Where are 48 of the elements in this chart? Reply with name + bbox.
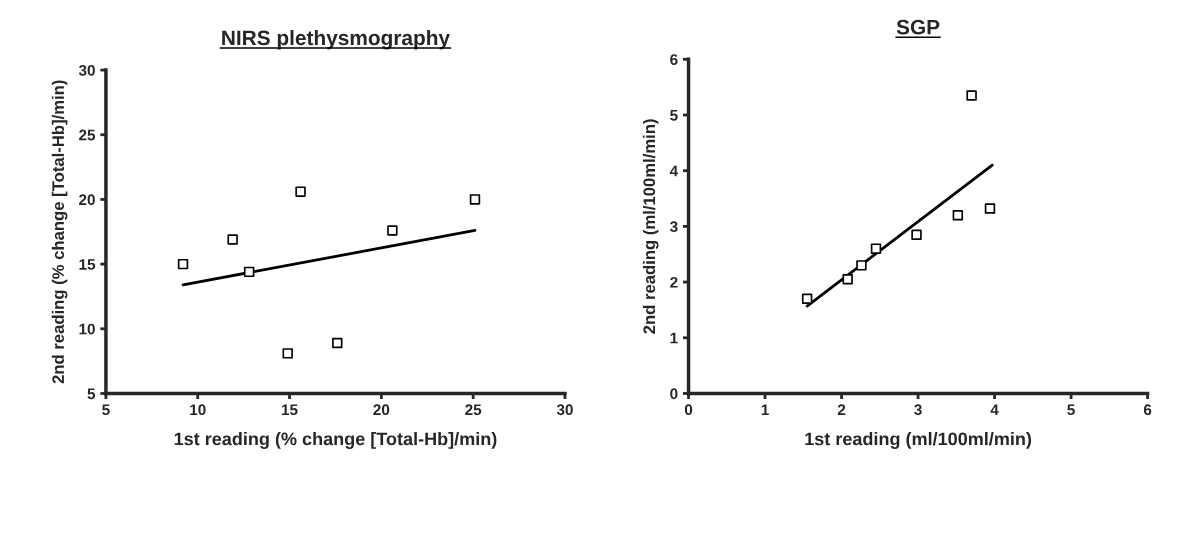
y-tick-label: 25 — [79, 129, 96, 141]
point — [332, 337, 343, 349]
x-tick-label: 6 — [1143, 404, 1152, 416]
point — [870, 243, 882, 254]
point — [387, 225, 398, 236]
point — [842, 274, 853, 285]
point — [227, 234, 238, 245]
y-tick-label: 4 — [669, 165, 679, 177]
point — [856, 260, 867, 271]
x-tick-label: 10 — [190, 404, 206, 416]
x-axis-title: 1st reading (ml/100ml/min) — [805, 432, 1032, 449]
y-tick-label: 3 — [669, 221, 678, 233]
x-tick-label: 30 — [556, 404, 573, 416]
y-tick-label: 5 — [87, 388, 96, 400]
x-tick-label: 5 — [1067, 404, 1075, 416]
y-axis-title: 2nd reading (ml/100ml/min) — [642, 119, 659, 334]
y-tick-label: 1 — [670, 332, 678, 344]
y-tick-label: 6 — [670, 54, 678, 65]
y-tick-label: 10 — [79, 323, 95, 335]
y-tick-label: 5 — [670, 110, 678, 121]
y-tick-label: 30 — [78, 64, 95, 76]
point — [243, 266, 255, 278]
x-tick-label: 4 — [990, 404, 999, 415]
point — [177, 258, 189, 270]
y-axis-title: 2nd reading (% change [Total-Hb]/min) — [51, 80, 68, 384]
x-tick-label: 20 — [373, 404, 390, 416]
point — [911, 229, 922, 240]
point — [984, 203, 996, 214]
x-tick-label: 5 — [102, 404, 110, 416]
x-axis-title: 1st reading (% change [Total-Hb]/min) — [174, 432, 497, 449]
point — [801, 293, 813, 305]
y-tick-label: 20 — [79, 194, 95, 206]
y-tick-label: 2 — [670, 276, 678, 288]
y-tick-label: 0 — [670, 388, 678, 400]
chart-title: SGP — [896, 19, 940, 35]
x-tick-label: 0 — [684, 404, 693, 416]
point — [952, 210, 964, 221]
y-tick-label: 15 — [79, 259, 96, 270]
point — [282, 348, 293, 359]
point — [469, 194, 481, 205]
point — [966, 90, 977, 101]
x-tick-label: 1 — [761, 404, 769, 415]
point — [295, 186, 306, 197]
x-tick-label: 2 — [837, 404, 846, 415]
x-tick-label: 3 — [914, 404, 922, 416]
x-tick-label: 15 — [282, 404, 298, 416]
chart-title: NIRS plethysmography — [222, 29, 450, 50]
x-tick-label: 25 — [465, 404, 482, 416]
